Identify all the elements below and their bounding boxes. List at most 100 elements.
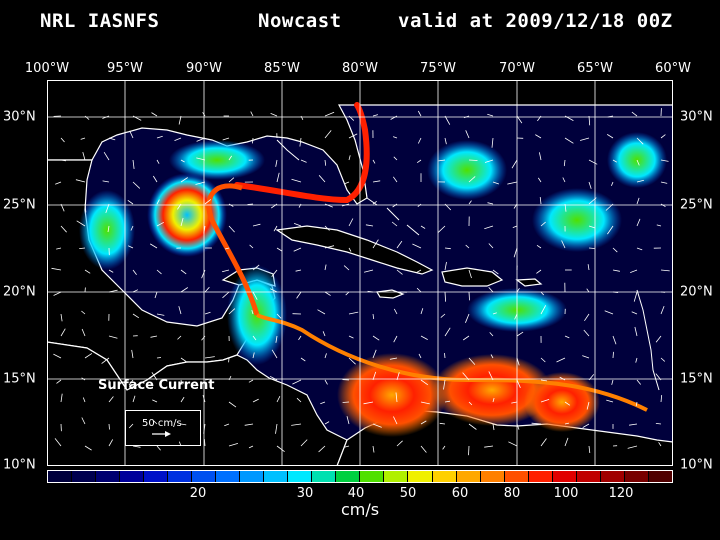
current-vector	[103, 151, 110, 161]
current-vector	[84, 353, 93, 359]
current-vector	[108, 335, 118, 339]
colorbar-cell	[216, 471, 241, 482]
current-vector	[468, 401, 473, 406]
current-vector	[583, 329, 590, 337]
current-vector	[174, 137, 182, 141]
current-vector	[468, 357, 476, 365]
current-vector	[204, 439, 206, 447]
current-vector	[324, 421, 330, 425]
current-vector	[156, 199, 160, 205]
current-vector	[444, 327, 451, 337]
current-vector	[293, 223, 302, 227]
current-vector	[465, 130, 470, 139]
current-vector	[536, 244, 542, 249]
current-vector	[128, 245, 134, 249]
current-vector	[508, 441, 518, 447]
current-vector	[296, 397, 302, 403]
colorbar-cell	[528, 471, 553, 482]
current-vector	[180, 423, 187, 426]
current-vector	[317, 309, 326, 315]
current-vector	[60, 159, 66, 162]
current-vector	[204, 311, 211, 315]
current-vector	[588, 247, 595, 249]
current-vector	[252, 264, 260, 271]
current-vector	[372, 349, 377, 359]
current-vector	[372, 335, 380, 341]
caribbean-current	[256, 313, 648, 412]
current-vector	[443, 379, 446, 390]
current-vector	[228, 401, 237, 408]
colorbar-cell	[120, 471, 145, 482]
land-hispaniola	[441, 267, 504, 287]
current-vector	[180, 217, 184, 227]
current-vector	[275, 423, 278, 434]
current-vector	[249, 244, 254, 249]
current-vector	[53, 353, 62, 359]
current-vector	[660, 269, 670, 272]
current-vector	[579, 137, 590, 141]
land-lesser-antilles	[636, 289, 660, 391]
colorbar-cell	[312, 471, 337, 482]
lon-label: 85°W	[264, 61, 300, 76]
current-vector	[484, 225, 494, 230]
current-vector	[348, 357, 356, 365]
current-vector	[636, 247, 643, 251]
current-vector	[420, 420, 427, 425]
current-vector	[612, 351, 614, 359]
current-vector	[487, 113, 494, 117]
colorbar-cell	[168, 471, 193, 482]
colorbar-cell	[264, 471, 289, 482]
current-vector	[468, 200, 472, 205]
current-vector	[247, 203, 254, 205]
current-vector	[444, 261, 447, 271]
current-vector	[655, 423, 662, 425]
colorbar-cell	[456, 471, 481, 482]
current-vector	[392, 203, 398, 208]
current-vector	[60, 393, 63, 403]
current-vector	[177, 335, 182, 340]
colorbar-cell	[408, 471, 433, 482]
graticule	[47, 80, 673, 466]
current-vector	[612, 247, 618, 253]
current-vector	[222, 291, 230, 299]
reference-arrow-icon	[152, 431, 171, 437]
current-vector	[512, 225, 518, 228]
current-vector	[660, 395, 663, 403]
atlantic-eddy-1	[427, 140, 507, 200]
current-vector	[132, 313, 140, 319]
current-vector	[634, 326, 638, 337]
current-vector	[660, 134, 666, 139]
current-vector	[300, 357, 306, 362]
current-vector	[540, 399, 550, 403]
current-vector	[372, 239, 379, 249]
land-bahamas	[366, 197, 420, 236]
current-vector	[606, 399, 614, 403]
current-vector	[612, 335, 617, 345]
current-vector	[564, 422, 570, 425]
current-vector	[270, 288, 278, 293]
atlantic-eddy-2	[532, 188, 622, 252]
current-vector	[372, 200, 377, 205]
current-vector	[221, 269, 230, 273]
current-vector	[228, 177, 235, 183]
current-vector	[130, 225, 134, 231]
current-vector	[196, 157, 206, 161]
current-vector	[629, 423, 638, 426]
current-vector	[251, 309, 254, 315]
current-vector	[660, 305, 665, 315]
current-vector	[511, 401, 518, 404]
current-vector	[363, 401, 374, 405]
current-vector	[612, 269, 620, 272]
reference-vector-box	[125, 410, 201, 446]
current-vector	[248, 445, 254, 449]
current-vector	[604, 310, 614, 315]
current-vector	[611, 181, 614, 186]
current-vector	[635, 357, 638, 363]
current-vector	[612, 159, 618, 163]
current-vector	[156, 445, 161, 451]
current-vector	[391, 221, 398, 227]
colorbar-cell	[336, 471, 361, 482]
current-vector	[324, 159, 327, 166]
current-vector	[82, 151, 86, 161]
current-vector	[389, 357, 398, 360]
